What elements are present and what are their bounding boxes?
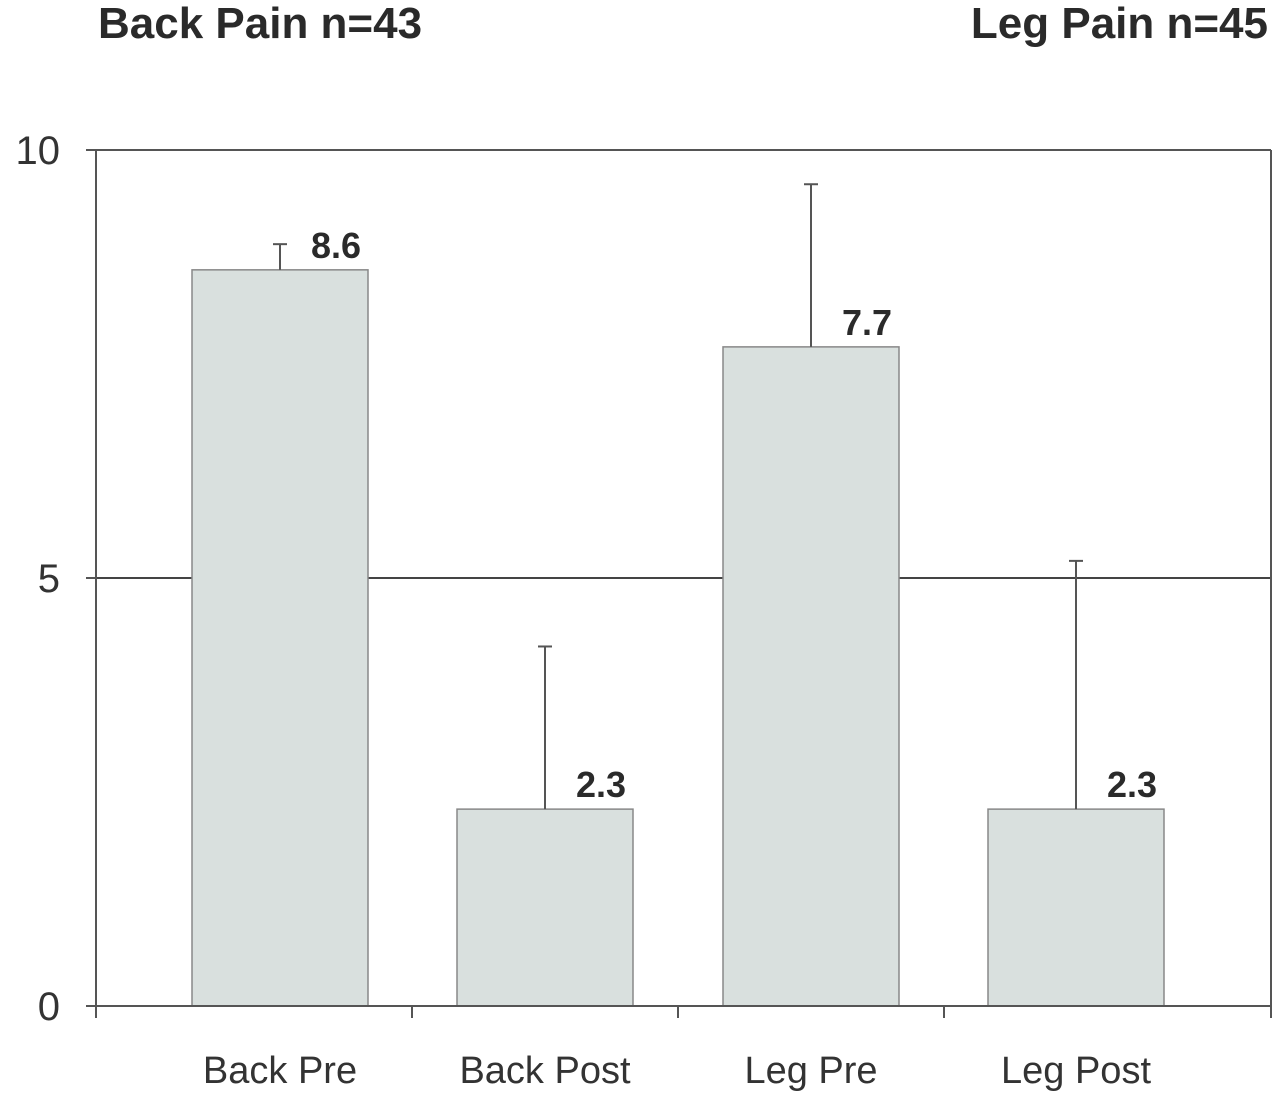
y-tick-label-1: 5 — [38, 557, 60, 601]
x-tick-label-1: Back Post — [459, 1050, 631, 1092]
bar-1 — [456, 808, 634, 1007]
data-label-0: 8.6 — [311, 225, 361, 266]
chart-group-title-leg-pain: Leg Pain n=45 — [970, 0, 1268, 48]
bar-2 — [722, 346, 900, 1007]
bar-3 — [987, 808, 1165, 1007]
x-tick-label-3: Leg Post — [1001, 1050, 1151, 1092]
x-tick-label-0: Back Pre — [203, 1050, 357, 1092]
chart-group-title-back-pain: Back Pain n=43 — [98, 0, 423, 48]
bar-0 — [191, 269, 369, 1007]
data-label-2: 7.7 — [842, 302, 892, 343]
x-tick-label-2: Leg Pre — [744, 1050, 877, 1092]
data-label-1: 2.3 — [576, 764, 626, 805]
y-tick-label-2: 10 — [16, 129, 61, 173]
data-label-3: 2.3 — [1107, 764, 1157, 805]
y-tick-label-0: 0 — [38, 985, 60, 1029]
